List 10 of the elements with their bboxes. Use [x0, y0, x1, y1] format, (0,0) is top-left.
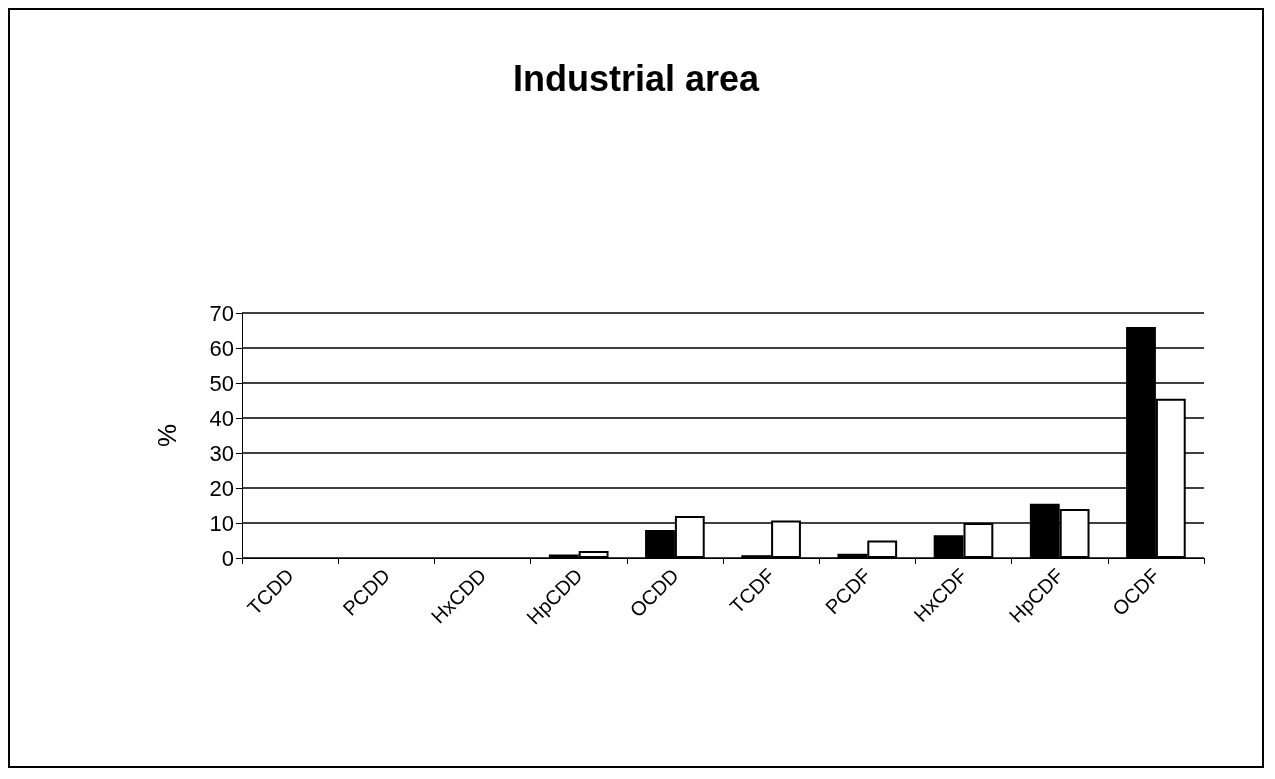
y-tick-label: 70 [209, 300, 234, 326]
y-tick-label: 20 [209, 475, 234, 501]
y-tick-label: 40 [209, 405, 234, 431]
y-tick-label: 0 [221, 545, 234, 571]
chart-title: Industrial area [512, 57, 761, 99]
y-tick-label: 30 [209, 440, 234, 466]
y-tick-label: 10 [209, 510, 234, 536]
y-axis-title: % [152, 423, 182, 448]
y-tick-label: 60 [209, 335, 234, 361]
y-tick-label: 50 [209, 370, 234, 396]
